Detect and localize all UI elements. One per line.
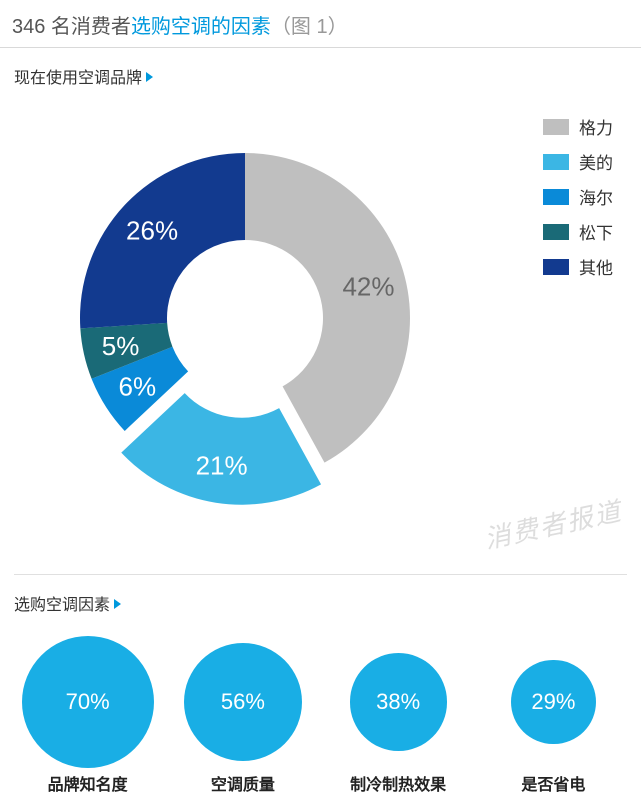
legend-item: 格力 [543,114,613,139]
legend-swatch [543,189,569,205]
donut-slice-label: 26% [126,216,178,246]
donut-slice-label: 42% [342,271,394,301]
legend-swatch [543,259,569,275]
legend-swatch [543,224,569,240]
bubbles-section-label: 选购空调因素 [14,591,641,615]
donut-slice-label: 5% [102,331,140,361]
legend-label: 格力 [579,114,613,139]
watermark: 消费者报道 [481,491,626,556]
bubble-label: 是否省电 [476,771,631,795]
title-prefix: 346 名消费者 [12,16,131,38]
bubble-row: 70% 56% 38% 29% [0,615,641,771]
bubble-cell: 70% [10,636,165,768]
donut-legend: 格力美的海尔松下其他 [543,114,613,289]
bubble: 38% [350,653,447,750]
legend-item: 海尔 [543,184,613,209]
donut-slice-label: 21% [196,451,248,481]
bubble-cell: 56% [165,643,320,761]
section-divider [14,574,627,575]
page-title: 346 名消费者选购空调的因素（图 1） [0,0,641,48]
donut-chart-area: 42% 21% 6% 5% 26% 格力美的海尔松下其他 消费者报道 [0,88,641,568]
title-suffix: （图 1） [271,16,348,38]
bubble-label: 品牌知名度 [10,771,165,795]
legend-label: 松下 [579,219,613,244]
bubble-cell: 38% [321,653,476,750]
bubble-cell: 29% [476,660,631,745]
legend-item: 美的 [543,149,613,174]
legend-swatch [543,154,569,170]
bubbles-section-text: 选购空调因素 [14,597,110,614]
bubble-labels-row: 品牌知名度空调质量制冷制热效果是否省电 [0,771,641,795]
title-highlight: 选购空调的因素 [131,16,271,38]
legend-item: 其他 [543,254,613,279]
legend-label: 海尔 [579,184,613,209]
triangle-marker-icon [114,599,121,609]
donut-slice-label: 6% [119,371,157,401]
bubble-label: 制冷制热效果 [321,771,476,795]
donut-section-label: 现在使用空调品牌 [14,64,641,88]
legend-label: 其他 [579,254,613,279]
bubble: 29% [511,660,596,745]
bubble: 56% [184,643,302,761]
donut-chart: 42% 21% 6% 5% 26% [10,88,480,568]
legend-swatch [543,119,569,135]
legend-item: 松下 [543,219,613,244]
bubble: 70% [22,636,154,768]
triangle-marker-icon [146,72,153,82]
donut-slice [121,393,321,505]
legend-label: 美的 [579,149,613,174]
bubble-label: 空调质量 [165,771,320,795]
donut-section-text: 现在使用空调品牌 [14,70,142,87]
